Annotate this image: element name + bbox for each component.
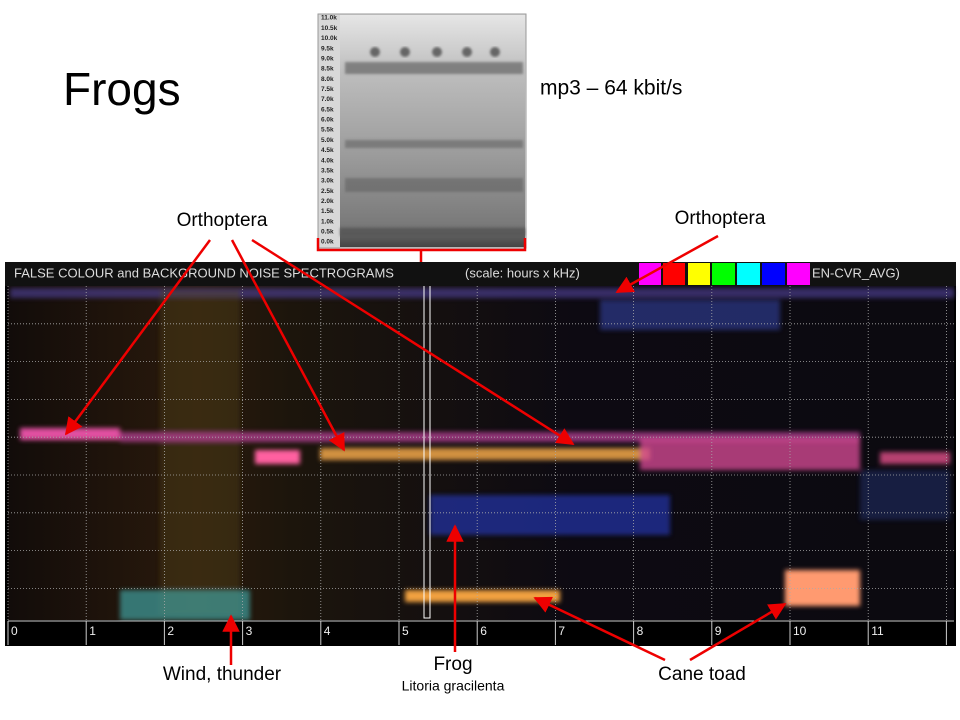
hour-label: 3: [246, 624, 253, 638]
frequency-label: 0.0k: [321, 239, 334, 246]
frequency-label: 5.0k: [321, 137, 334, 144]
frequency-label: 2.0k: [321, 198, 334, 205]
colour-legend: [639, 263, 810, 285]
hour-label: 6: [480, 624, 487, 638]
frequency-label: 7.5k: [321, 86, 334, 93]
annotation: Cane toad: [658, 664, 746, 685]
hour-label: 7: [558, 624, 565, 638]
hour-label: 10: [793, 624, 807, 638]
frequency-label: 4.5k: [321, 147, 334, 154]
frequency-label: 4.0k: [321, 157, 334, 164]
frequency-label: 9.0k: [321, 55, 334, 62]
annotation: Orthoptera: [675, 208, 766, 229]
frequency-label: 2.5k: [321, 188, 334, 195]
frequency-label: 8.5k: [321, 66, 334, 73]
hour-label: 1: [89, 624, 96, 638]
hour-label: 11: [871, 624, 884, 638]
annotation: Frog: [433, 654, 472, 675]
annotation: Wind, thunder: [163, 664, 282, 685]
hour-label: 4: [324, 624, 331, 638]
slide-title: Frogs: [63, 63, 181, 115]
frequency-label: 6.5k: [321, 106, 334, 113]
hour-label: 9: [715, 624, 722, 638]
frequency-label: 10.0k: [321, 35, 338, 42]
frequency-label: 11.0k: [321, 15, 337, 22]
frequency-label: 9.5k: [321, 45, 334, 52]
frequency-label: 3.0k: [321, 178, 334, 185]
frequency-label: 6.0k: [321, 117, 334, 124]
hour-label: 8: [637, 624, 644, 638]
index-label: EN-CVR_AVG): [812, 265, 900, 280]
frequency-label: 1.5k: [321, 208, 334, 215]
false-colour-spectrogram: FALSE COLOUR and BACKGROUND NOISE SPECTR…: [5, 261, 956, 646]
frequency-label: 10.5k: [321, 25, 338, 32]
hour-label: 5: [402, 624, 409, 638]
annotation: Orthoptera: [177, 210, 268, 231]
frequency-label: 1.0k: [321, 218, 334, 225]
frequency-label: 7.0k: [321, 96, 334, 103]
codec-label: mp3 – 64 kbit/s: [540, 77, 682, 100]
frequency-label: 0.5k: [321, 229, 334, 236]
frequency-label: 8.0k: [321, 76, 334, 83]
frequency-label: 3.5k: [321, 167, 334, 174]
scale-note: (scale: hours x kHz): [465, 265, 580, 280]
spectrogram-header: FALSE COLOUR and BACKGROUND NOISE SPECTR…: [14, 265, 394, 280]
inset-spectrogram: 11.0k 10.5k 10.0k 9.5k 9.0k 8.5k 8.0k 7.5k 7.0k 6…: [317, 13, 527, 249]
hour-label: 0: [11, 624, 18, 638]
hour-label: 2: [167, 624, 174, 638]
frequency-label: 5.5k: [321, 127, 334, 134]
annotation: Litoria gracilenta: [402, 678, 505, 694]
arrows: [64, 234, 787, 665]
inset-bracket: [316, 238, 527, 262]
